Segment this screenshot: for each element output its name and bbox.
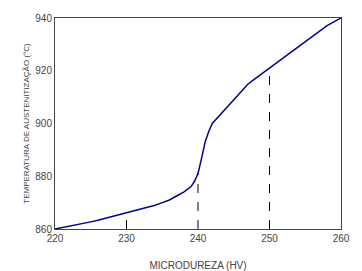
svg-text:240: 240 [190,233,207,244]
svg-text:860: 860 [35,224,52,235]
svg-text:900: 900 [35,118,52,129]
svg-text:880: 880 [35,171,52,182]
svg-text:940: 940 [35,13,52,24]
svg-text:230: 230 [118,233,135,244]
svg-text:250: 250 [261,233,278,244]
svg-text:220: 220 [47,233,64,244]
svg-text:260: 260 [333,233,350,244]
svg-text:920: 920 [35,65,52,76]
svg-text:TEMPERATURA DE AUSTENITIZAÇÃO: TEMPERATURA DE AUSTENITIZAÇÃO (°C) [22,43,31,204]
svg-text:MICRODUREZA (HV): MICRODUREZA (HV) [149,260,246,271]
